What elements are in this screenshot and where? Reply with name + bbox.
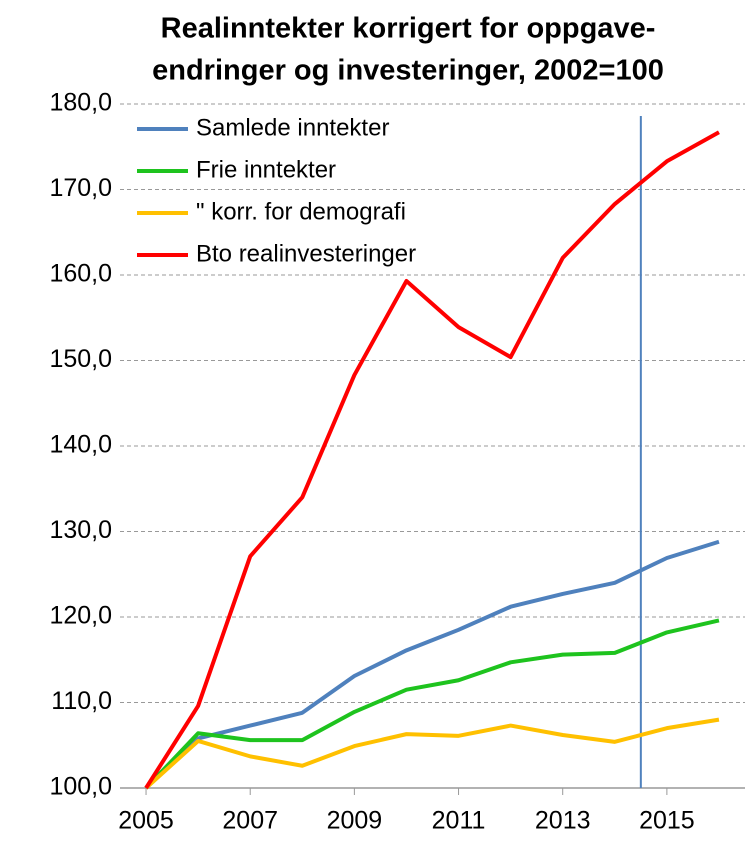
- y-tick-label: 130,0: [49, 516, 112, 544]
- y-tick-label: 120,0: [49, 602, 112, 630]
- y-tick-label: 180,0: [49, 89, 112, 117]
- series-line: [144, 539, 720, 790]
- series-line: [144, 618, 720, 790]
- legend-label: Samlede inntekter: [196, 114, 389, 141]
- x-tick-label: 2007: [222, 807, 278, 835]
- y-tick-label: 160,0: [49, 260, 112, 288]
- y-tick-label: 150,0: [49, 345, 112, 373]
- legend-label: Bto realinvesteringer: [196, 240, 416, 267]
- legend-label: " korr. for demografi: [196, 198, 406, 225]
- legend-label: Frie inntekter: [196, 156, 336, 183]
- x-tick-label: 2013: [535, 807, 591, 835]
- x-tick-label: 2005: [118, 807, 174, 835]
- x-tick-label: 2015: [639, 807, 695, 835]
- x-tick-label: 2011: [432, 807, 486, 835]
- chart-title: endringer og investeringer, 2002=100: [152, 55, 664, 87]
- chart-title: Realinntekter korrigert for oppgave-: [161, 13, 656, 45]
- series-line: [144, 130, 720, 790]
- y-tick-label: 110,0: [51, 687, 112, 715]
- y-tick-label: 170,0: [49, 174, 112, 202]
- y-tick-label: 100,0: [49, 773, 112, 801]
- x-tick-label: 2009: [327, 807, 383, 835]
- y-tick-label: 140,0: [49, 431, 112, 459]
- series-line: [144, 717, 720, 790]
